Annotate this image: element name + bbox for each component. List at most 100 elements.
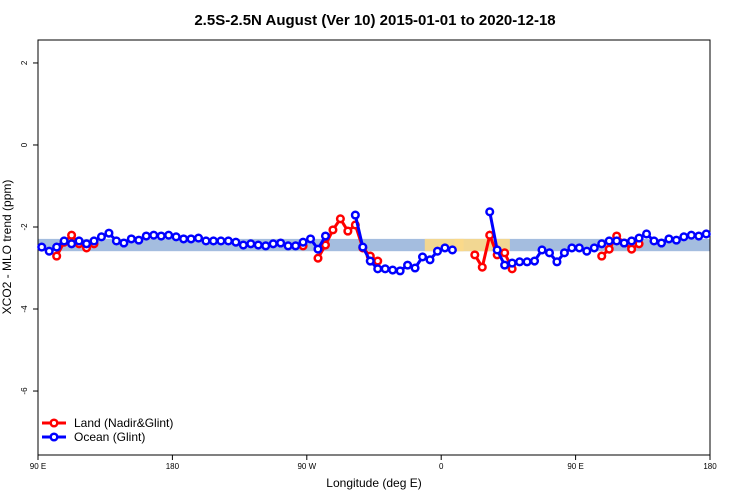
point <box>305 234 316 244</box>
point <box>395 266 405 276</box>
point <box>440 243 450 253</box>
point <box>231 237 241 247</box>
point <box>223 236 233 246</box>
legend-label: Ocean (Glint) <box>74 430 145 444</box>
point <box>373 256 383 266</box>
y-axis-label: XCO2 - MLO trend (ppm) <box>0 180 14 315</box>
point <box>156 231 166 241</box>
point <box>298 237 308 247</box>
point <box>335 214 345 224</box>
point <box>320 240 331 250</box>
point <box>604 244 614 254</box>
series <box>37 207 711 276</box>
x-tick-label: 90 E <box>30 462 46 471</box>
point <box>679 232 689 242</box>
point <box>52 242 62 252</box>
x-axis-label: Longitude (deg E) <box>326 476 421 490</box>
x-tick-label: 180 <box>166 462 180 471</box>
point <box>253 240 263 250</box>
point <box>320 231 331 241</box>
point <box>96 232 107 242</box>
point <box>358 242 368 252</box>
point <box>567 243 577 253</box>
point <box>171 232 181 242</box>
point <box>507 258 517 268</box>
point <box>589 243 599 253</box>
point <box>612 236 622 246</box>
x-tick-label: 90 E <box>567 462 583 471</box>
point <box>604 236 614 246</box>
point <box>447 245 457 255</box>
point <box>216 236 226 246</box>
point <box>291 241 301 251</box>
point <box>649 236 659 246</box>
point <box>313 244 323 254</box>
y-tick-label: -4 <box>20 305 29 313</box>
x-tick-label: 180 <box>703 462 717 471</box>
point <box>373 264 383 274</box>
point <box>201 236 211 246</box>
point <box>671 235 681 245</box>
point <box>164 230 174 240</box>
y-tick-label: -2 <box>20 223 29 231</box>
x-tick-label: 0 <box>439 462 444 471</box>
point <box>141 231 151 241</box>
point <box>477 262 487 272</box>
point <box>552 257 562 267</box>
point <box>597 239 607 249</box>
point <box>276 238 286 248</box>
point <box>417 252 428 262</box>
legend-marker <box>49 418 59 428</box>
y-tick-label: -6 <box>20 387 29 395</box>
point <box>627 236 637 246</box>
point <box>559 248 569 258</box>
y-tick-label: 0 <box>20 142 29 147</box>
point <box>343 226 353 236</box>
point <box>485 207 495 217</box>
point <box>59 236 69 246</box>
point <box>627 244 637 254</box>
point <box>350 210 360 220</box>
legend-label: Land (Nadir&Glint) <box>74 416 173 430</box>
point <box>208 236 219 246</box>
x-tick-label: 90 W <box>297 462 316 471</box>
point <box>283 241 293 251</box>
point <box>37 242 47 252</box>
point <box>582 246 592 256</box>
point <box>574 243 584 253</box>
point <box>238 240 248 250</box>
point <box>701 229 711 239</box>
point <box>432 246 443 256</box>
point <box>410 263 420 273</box>
point <box>328 225 338 235</box>
point <box>67 239 77 249</box>
point <box>104 228 114 238</box>
point <box>44 246 54 256</box>
point <box>686 230 696 240</box>
point <box>694 231 704 241</box>
y-tick-label: 2 <box>20 60 29 65</box>
point <box>485 230 495 240</box>
point <box>74 236 84 246</box>
point <box>313 253 323 263</box>
point <box>380 264 390 274</box>
point <box>492 245 502 255</box>
point <box>544 248 555 258</box>
point <box>246 239 256 249</box>
point <box>619 238 629 248</box>
point <box>470 250 480 260</box>
point <box>388 265 398 275</box>
point <box>656 238 667 248</box>
point <box>119 238 129 248</box>
point <box>597 251 607 261</box>
point <box>149 230 159 240</box>
point <box>500 248 510 258</box>
point <box>193 233 204 243</box>
point <box>67 230 77 240</box>
point <box>425 255 435 265</box>
point <box>664 234 674 244</box>
point <box>261 241 271 251</box>
point <box>111 236 121 246</box>
point <box>134 235 144 245</box>
